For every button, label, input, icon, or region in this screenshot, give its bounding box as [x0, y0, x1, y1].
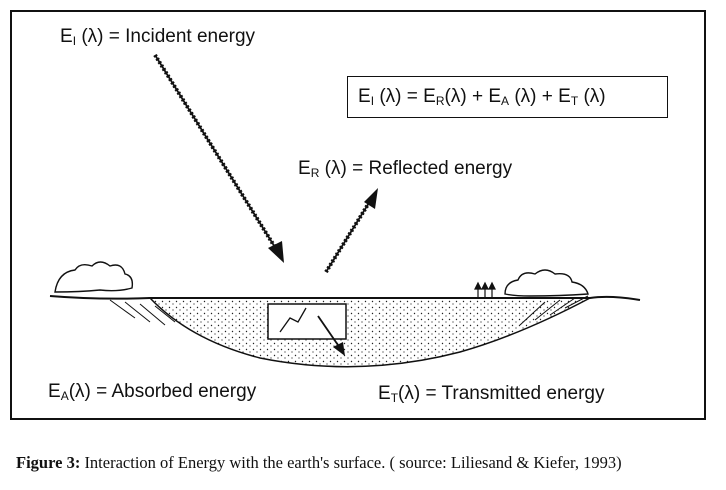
energy-balance-equation: EI (λ) = ER(λ) + EA (λ) + ET (λ)	[358, 86, 606, 108]
incident-arrow	[153, 53, 284, 263]
water-body	[267, 303, 347, 340]
caption-text: Interaction of Energy with the earth's s…	[84, 453, 622, 472]
figure-caption: Figure 3: Interaction of Energy with the…	[16, 453, 622, 473]
reflected-arrow	[324, 188, 378, 274]
absorbed-energy-label: EA(λ) = Absorbed energy	[48, 381, 257, 403]
transmitted-energy-label: ET(λ) = Transmitted energy	[378, 383, 605, 405]
plant-emission-arrows	[474, 281, 496, 298]
incident-energy-label: EI (λ) = Incident energy	[60, 26, 256, 48]
figure-frame	[10, 10, 706, 420]
ground-surface	[49, 295, 641, 301]
right-bush	[504, 269, 589, 297]
energy-balance-box	[347, 76, 668, 118]
transmitted-path	[279, 307, 307, 333]
soil-basin	[148, 297, 591, 368]
reflected-energy-label: ER (λ) = Reflected energy	[298, 158, 513, 180]
left-bank-hatching	[109, 299, 176, 326]
left-bush	[54, 261, 134, 293]
right-bank-hatching	[519, 295, 589, 326]
transmitted-arrow	[317, 315, 345, 356]
figure-number: Figure 3:	[16, 453, 81, 472]
